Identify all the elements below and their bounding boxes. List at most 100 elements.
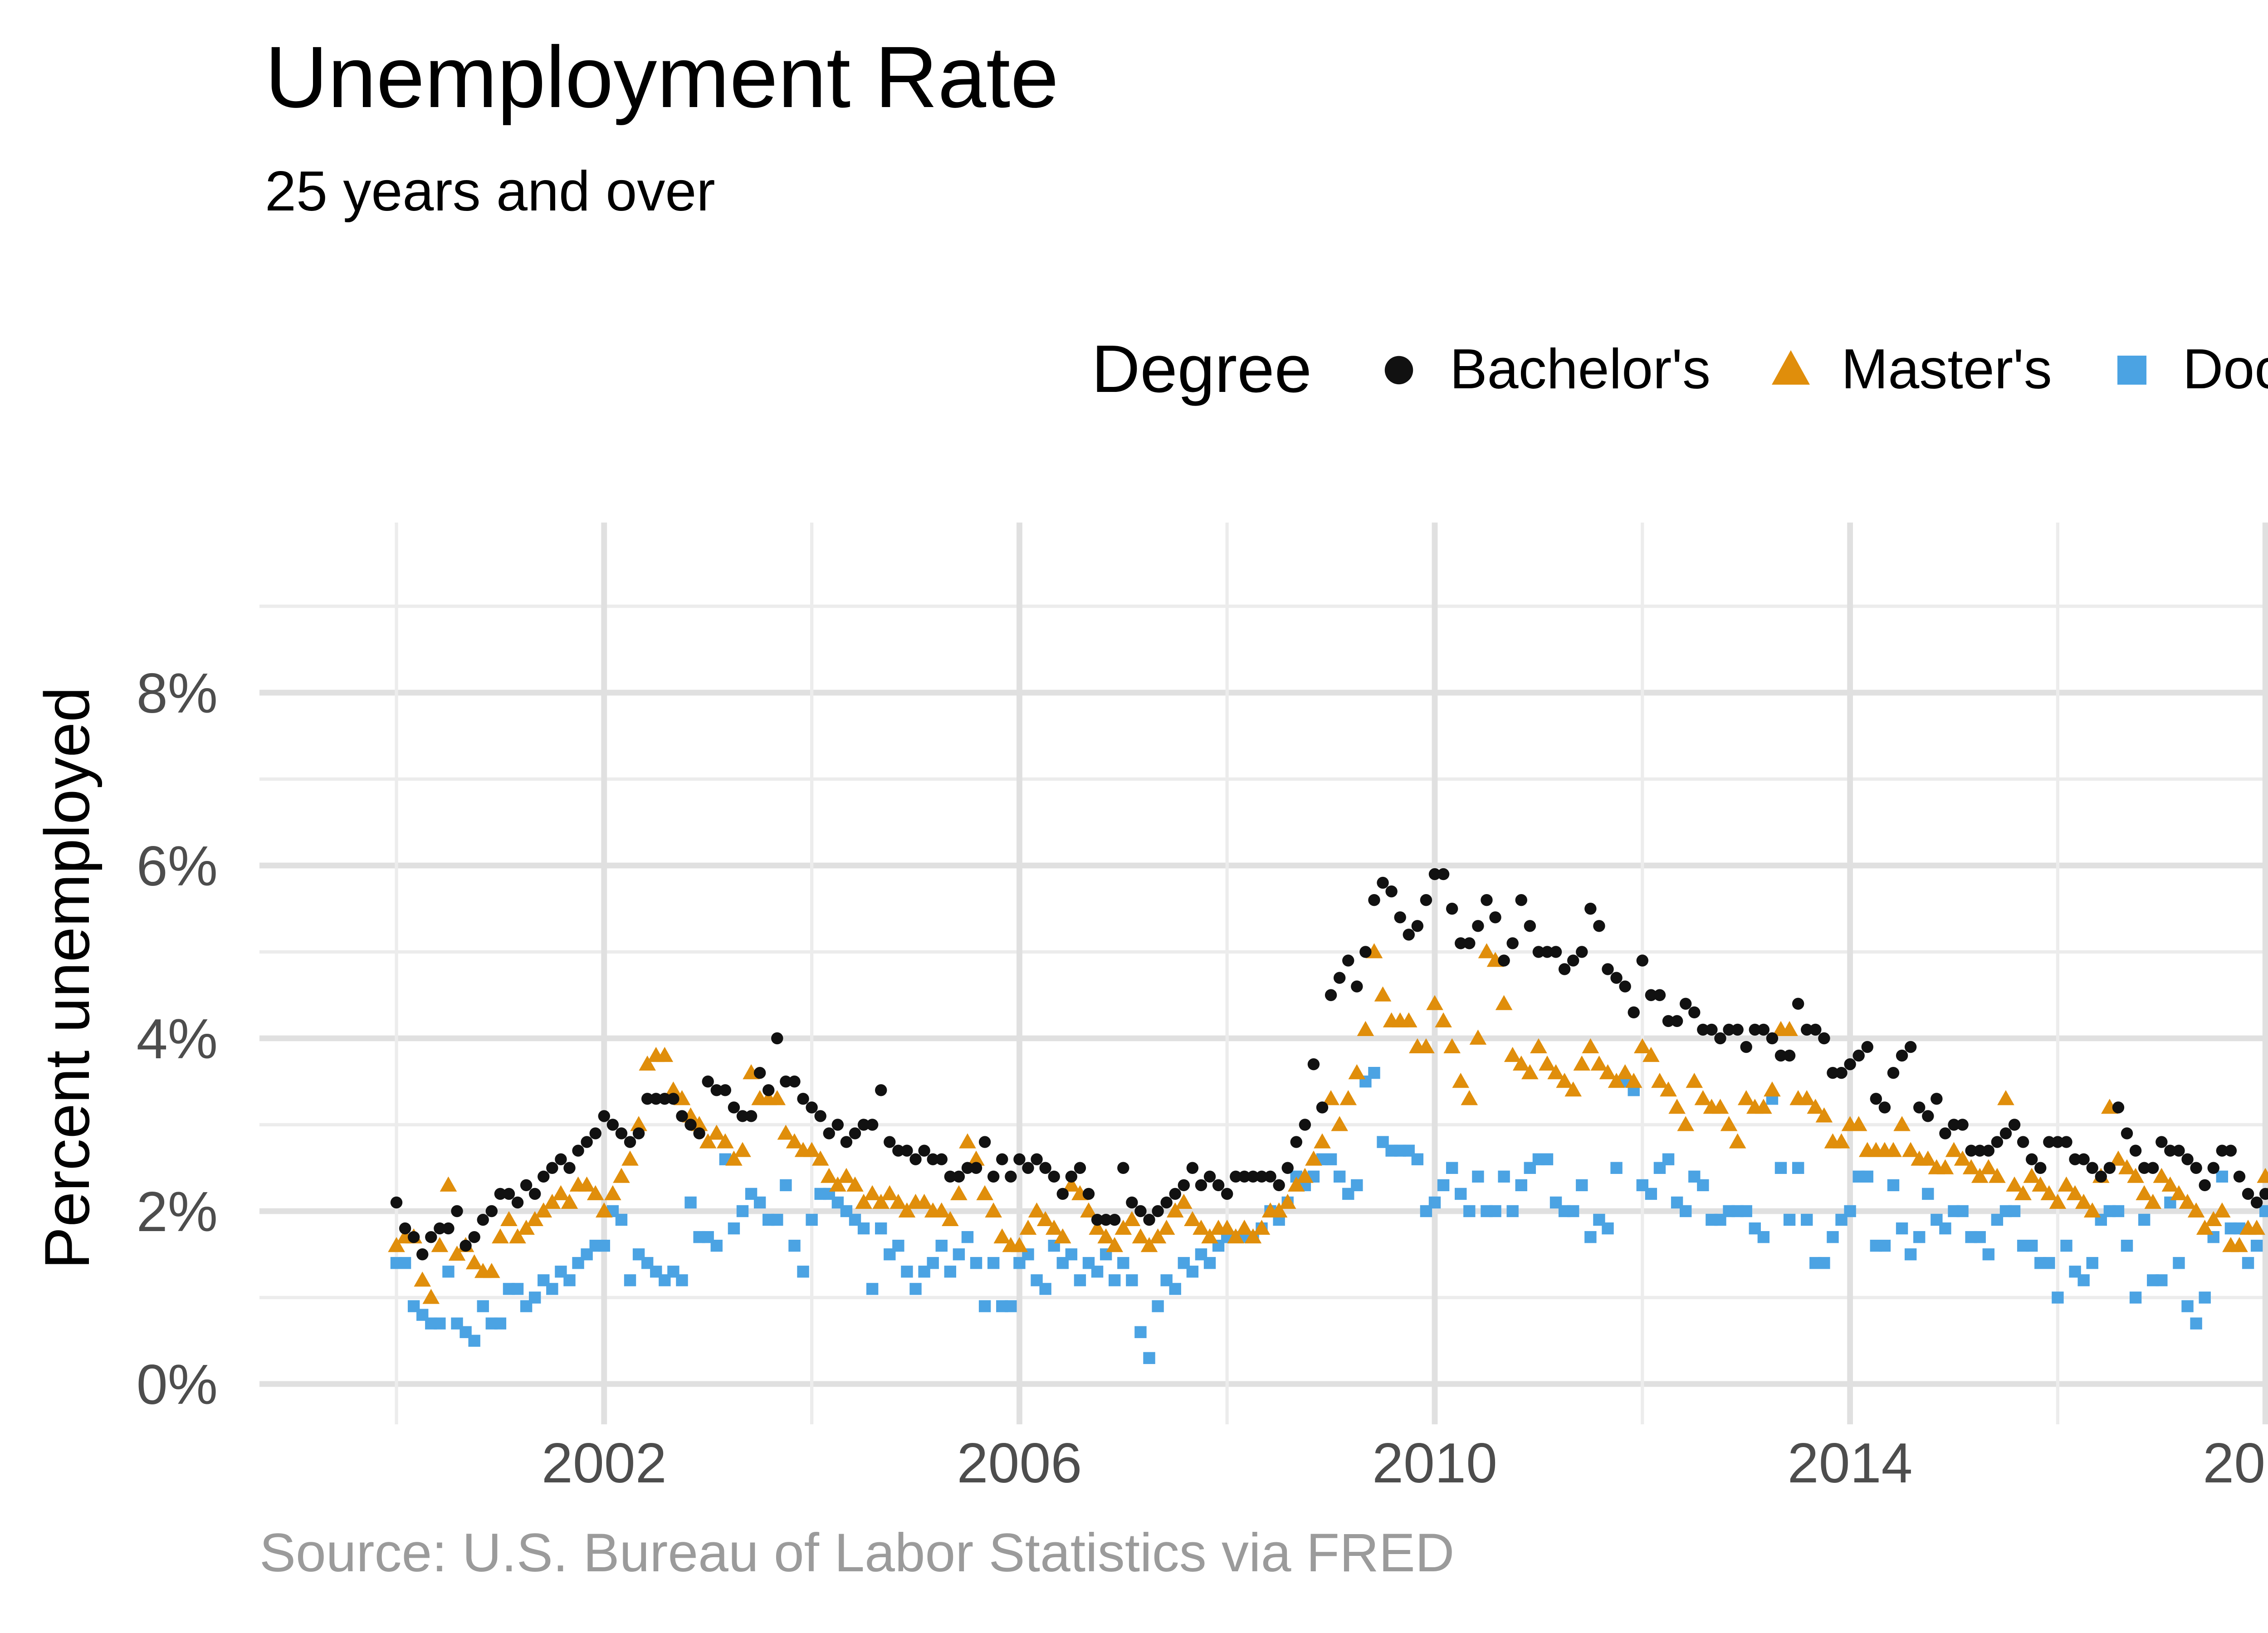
data-point-bachelors <box>2164 1144 2176 1157</box>
data-point-doctoral <box>2052 1291 2064 1304</box>
data-point-doctoral <box>1455 1188 1467 1200</box>
data-point-bachelors <box>710 1084 723 1096</box>
data-point-doctoral <box>1844 1205 1856 1217</box>
data-point-masters <box>440 1176 457 1192</box>
data-point-bachelors <box>1766 1032 1779 1045</box>
data-point-doctoral <box>1117 1257 1129 1269</box>
data-point-bachelors <box>1827 1067 1839 1079</box>
data-point-masters <box>1418 1038 1435 1054</box>
data-point-doctoral <box>1939 1222 1951 1235</box>
data-point-bachelors <box>1022 1162 1034 1174</box>
data-point-bachelors <box>1688 1006 1701 1019</box>
data-point-bachelors <box>2242 1188 2254 1200</box>
y-tick-label: 8% <box>137 662 218 725</box>
data-point-doctoral <box>1515 1179 1527 1192</box>
data-point-bachelors <box>485 1205 498 1217</box>
data-point-doctoral <box>970 1257 982 1269</box>
data-point-masters <box>1729 1133 1746 1149</box>
data-point-masters <box>1461 1090 1478 1105</box>
data-point-doctoral <box>546 1283 558 1295</box>
data-point-bachelors <box>1428 868 1441 880</box>
data-point-doctoral <box>2138 1213 2151 1226</box>
data-point-masters <box>1270 1202 1288 1217</box>
data-point-bachelors <box>1939 1127 1951 1139</box>
data-point-bachelors <box>901 1144 913 1157</box>
data-point-bachelors <box>1446 903 1458 915</box>
data-point-doctoral <box>1567 1205 1579 1217</box>
data-point-doctoral <box>1428 1196 1441 1209</box>
data-point-doctoral <box>1887 1179 1900 1192</box>
data-point-masters <box>2075 1193 2092 1209</box>
data-point-masters <box>1833 1133 1850 1149</box>
data-point-bachelors <box>632 1127 645 1139</box>
data-point-doctoral <box>866 1283 879 1295</box>
data-point-bachelors <box>442 1222 455 1235</box>
data-point-doctoral <box>1143 1352 1155 1364</box>
data-point-masters <box>1063 1176 1080 1192</box>
data-point-bachelors <box>736 1110 749 1122</box>
data-point-masters <box>1426 995 1443 1010</box>
data-point-doctoral <box>753 1196 766 1209</box>
data-point-masters <box>915 1193 933 1209</box>
data-point-masters <box>1582 1038 1599 1054</box>
data-point-masters <box>881 1185 899 1200</box>
data-point-doctoral <box>2242 1257 2254 1269</box>
data-point-masters <box>786 1133 803 1149</box>
data-point-bachelors <box>2190 1162 2202 1174</box>
data-point-bachelors <box>753 1067 766 1079</box>
data-point-bachelors <box>1290 1136 1302 1148</box>
data-point-masters <box>388 1237 405 1252</box>
data-point-bachelors <box>1472 920 1484 932</box>
x-tick-label: 2018 <box>2203 1432 2268 1495</box>
data-point-doctoral <box>1974 1231 1986 1243</box>
data-point-bachelors <box>1653 989 1666 1001</box>
data-point-bachelors <box>1056 1188 1069 1200</box>
data-point-bachelors <box>978 1136 991 1148</box>
data-point-doctoral <box>1904 1248 1917 1261</box>
data-point-masters <box>717 1133 734 1149</box>
data-point-bachelors <box>1325 989 1337 1001</box>
x-tick-label: 2010 <box>1372 1432 1497 1495</box>
data-point-bachelors <box>468 1231 480 1243</box>
data-point-masters <box>777 1125 795 1140</box>
data-point-bachelors <box>1818 1032 1830 1045</box>
data-point-masters <box>1305 1150 1322 1166</box>
data-point-masters <box>959 1133 976 1149</box>
data-point-bachelors <box>935 1153 948 1165</box>
data-point-bachelors <box>797 1093 809 1105</box>
data-point-doctoral <box>1489 1205 1501 1217</box>
data-point-bachelors <box>659 1093 671 1105</box>
data-point-bachelors <box>1913 1101 1926 1114</box>
data-point-doctoral <box>909 1283 922 1295</box>
data-point-bachelors <box>2121 1127 2133 1139</box>
data-point-masters <box>656 1046 674 1062</box>
data-point-doctoral <box>1498 1170 1510 1183</box>
data-point-bachelors <box>1558 963 1571 975</box>
data-point-bachelors <box>2259 1188 2268 1200</box>
data-point-bachelors <box>1982 1144 1994 1157</box>
data-point-doctoral <box>2025 1240 2038 1252</box>
data-point-masters <box>1634 1038 1651 1054</box>
data-point-bachelors <box>970 1162 982 1174</box>
data-point-bachelors <box>1515 894 1527 906</box>
data-point-bachelors <box>2156 1136 2168 1148</box>
data-point-doctoral <box>477 1300 489 1312</box>
data-point-bachelors <box>996 1153 1008 1165</box>
data-point-bachelors <box>1610 972 1623 984</box>
data-point-doctoral <box>1074 1274 1086 1286</box>
data-point-doctoral <box>1506 1205 1519 1217</box>
data-point-bachelors <box>1809 1023 1822 1036</box>
data-point-bachelors <box>1143 1213 1155 1226</box>
data-point-bachelors <box>1619 980 1631 993</box>
data-point-bachelors <box>857 1119 870 1131</box>
data-point-bachelors <box>1887 1067 1900 1079</box>
data-point-bachelors <box>1134 1205 1147 1217</box>
data-point-masters <box>1495 995 1513 1010</box>
data-point-bachelors <box>806 1101 818 1114</box>
data-point-doctoral <box>2129 1291 2142 1304</box>
data-point-doctoral <box>2259 1205 2268 1217</box>
data-point-doctoral <box>2121 1240 2133 1252</box>
data-point-doctoral <box>2077 1274 2090 1286</box>
data-point-doctoral <box>1774 1162 1787 1174</box>
